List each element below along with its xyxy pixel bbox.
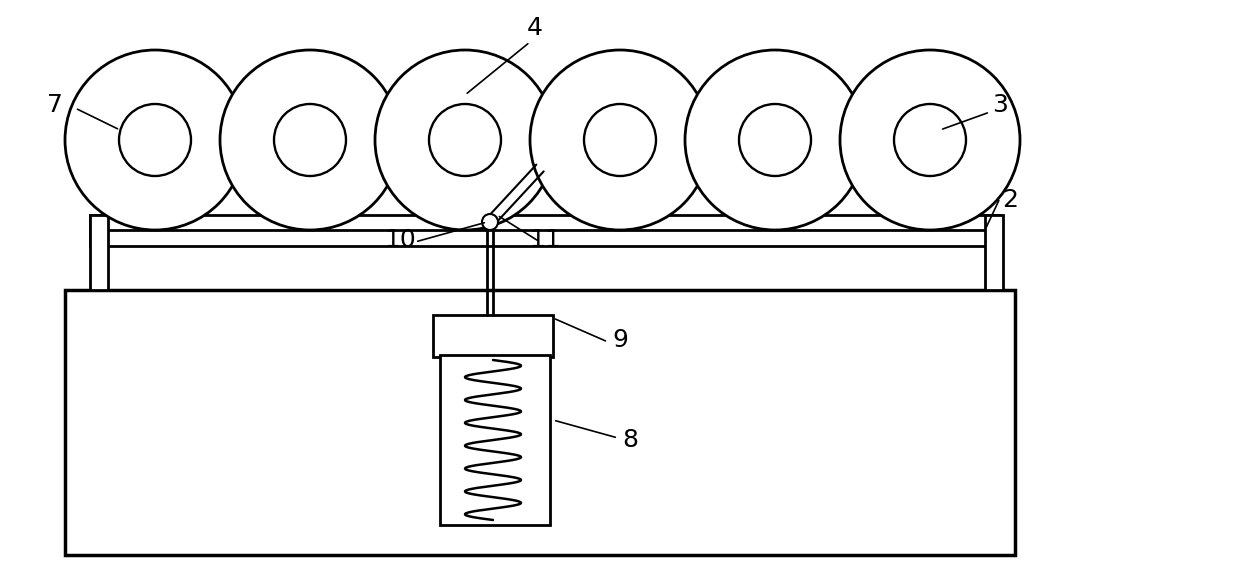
- Circle shape: [274, 104, 346, 176]
- Text: 2: 2: [1002, 188, 1018, 212]
- Circle shape: [429, 104, 501, 176]
- Circle shape: [685, 50, 865, 230]
- Circle shape: [221, 50, 400, 230]
- Circle shape: [895, 104, 966, 176]
- Circle shape: [119, 104, 191, 176]
- Text: 4: 4: [527, 16, 543, 40]
- Circle shape: [64, 50, 245, 230]
- Text: 8: 8: [622, 428, 638, 452]
- Text: 3: 3: [992, 93, 1009, 117]
- Bar: [90, 215, 1000, 231]
- Text: 10: 10: [384, 228, 416, 252]
- Circle shape: [530, 50, 710, 230]
- Circle shape: [738, 104, 812, 176]
- Circle shape: [375, 50, 555, 230]
- Bar: [90, 215, 108, 290]
- Bar: [985, 215, 1004, 290]
- Bar: [440, 355, 550, 525]
- Text: 11: 11: [529, 228, 561, 252]
- Bar: [90, 90, 108, 190]
- Text: 9: 9: [612, 328, 628, 352]
- Bar: [90, 230, 1000, 246]
- Text: 7: 7: [47, 93, 63, 117]
- Circle shape: [584, 104, 655, 176]
- Circle shape: [482, 214, 498, 230]
- Bar: [64, 290, 1015, 555]
- Bar: [432, 315, 553, 357]
- Circle shape: [840, 50, 1020, 230]
- Bar: [985, 90, 1004, 190]
